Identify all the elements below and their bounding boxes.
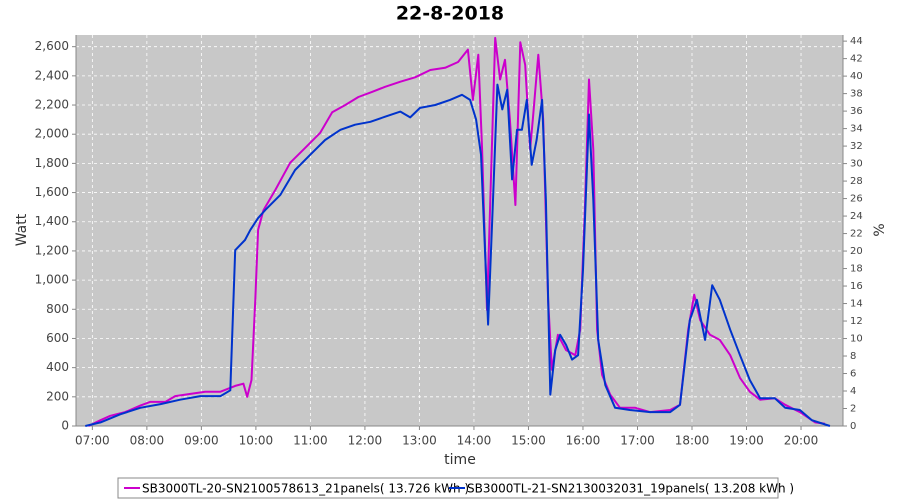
y2-tick-label: 20 bbox=[850, 246, 863, 257]
x-tick-label: 07:00 bbox=[75, 434, 110, 448]
y2-tick-label: 40 bbox=[850, 71, 863, 82]
y2-tick-label: 42 bbox=[850, 54, 863, 65]
y2-tick-label: 44 bbox=[850, 36, 863, 47]
x-tick-label: 08:00 bbox=[130, 434, 165, 448]
y2-tick-label: 32 bbox=[850, 141, 863, 152]
y2-tick-label: 38 bbox=[850, 89, 863, 100]
y2-tick-label: 28 bbox=[850, 176, 863, 187]
y-tick-label: 1,400 bbox=[35, 214, 69, 228]
y-tick-label: 1,000 bbox=[35, 273, 69, 287]
y2-tick-label: 24 bbox=[850, 211, 863, 222]
y2-tick-label: 8 bbox=[850, 351, 856, 362]
y-tick-label: 400 bbox=[46, 360, 69, 374]
plot-area bbox=[76, 35, 843, 426]
x-tick-label: 11:00 bbox=[293, 434, 328, 448]
y-tick-label: 2,200 bbox=[35, 98, 69, 112]
y2-tick-label: 0 bbox=[850, 421, 856, 432]
y2-tick-label: 26 bbox=[850, 194, 863, 205]
legend-label: SB3000TL-21-SN2130032031_19panels( 13.20… bbox=[467, 482, 794, 496]
y-tick-label: 1,800 bbox=[35, 156, 69, 170]
y-tick-label: 800 bbox=[46, 302, 69, 316]
y2-tick-label: 4 bbox=[850, 386, 856, 397]
y2-tick-label: 14 bbox=[850, 299, 863, 310]
y-tick-label: 1,200 bbox=[35, 243, 69, 257]
x-tick-label: 16:00 bbox=[566, 434, 601, 448]
x-tick-label: 15:00 bbox=[511, 434, 546, 448]
x-tick-label: 20:00 bbox=[784, 434, 819, 448]
y2-axis-title: % bbox=[872, 223, 888, 236]
y-tick-label: 2,000 bbox=[35, 127, 69, 141]
y2-tick-label: 16 bbox=[850, 281, 863, 292]
x-tick-label: 12:00 bbox=[348, 434, 383, 448]
y-tick-label: 600 bbox=[46, 331, 69, 345]
y-tick-label: 2,600 bbox=[35, 39, 69, 53]
y2-tick-label: 18 bbox=[850, 264, 863, 275]
series-line bbox=[85, 83, 831, 427]
x-tick-label: 14:00 bbox=[457, 434, 492, 448]
y2-tick-label: 10 bbox=[850, 334, 863, 345]
legend bbox=[117, 477, 779, 499]
x-axis-title: time bbox=[444, 452, 476, 468]
y-tick-label: 1,600 bbox=[35, 185, 69, 199]
y2-tick-label: 22 bbox=[850, 229, 863, 240]
y2-tick-label: 12 bbox=[850, 316, 863, 327]
y-tick-label: 0 bbox=[61, 419, 69, 433]
y-tick-label: 2,400 bbox=[35, 68, 69, 82]
y2-tick-label: 34 bbox=[850, 124, 863, 135]
y-axis-title: Watt bbox=[14, 213, 30, 246]
legend-label: SB3000TL-20-SN2100578613_21panels( 13.72… bbox=[142, 482, 469, 496]
x-tick-label: 10:00 bbox=[239, 434, 274, 448]
chart-title: 22-8-2018 bbox=[396, 3, 504, 25]
x-tick-label: 18:00 bbox=[675, 434, 710, 448]
x-tick-label: 09:00 bbox=[184, 434, 219, 448]
y-tick-label: 200 bbox=[46, 389, 69, 403]
x-tick-label: 13:00 bbox=[402, 434, 437, 448]
y2-tick-label: 36 bbox=[850, 106, 863, 117]
y2-tick-label: 30 bbox=[850, 159, 863, 170]
y2-tick-label: 6 bbox=[850, 369, 856, 380]
y2-tick-label: 2 bbox=[850, 404, 856, 415]
x-tick-label: 19:00 bbox=[729, 434, 764, 448]
x-tick-label: 17:00 bbox=[620, 434, 655, 448]
